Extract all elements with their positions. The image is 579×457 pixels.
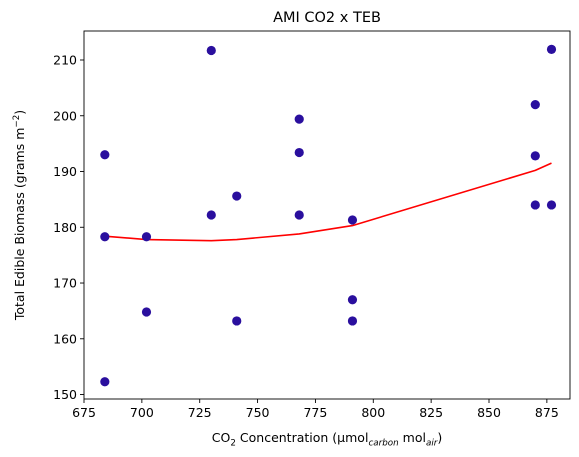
x-tick-label-825: 825 [419, 405, 443, 420]
axis-title-part-7: ) [437, 430, 442, 445]
axis-title-part-3: Concentration (µmol [236, 430, 369, 445]
axis-title-part-1: CO [212, 430, 231, 445]
y-axis: 150 160 170 180 190 200 210 [53, 52, 84, 402]
x-tick-label-875: 875 [535, 405, 559, 420]
data-point-20 [546, 200, 557, 210]
x-axis-title: CO2 Concentration (µmolcarbon molair) [212, 430, 442, 449]
x-tick-label-700: 700 [130, 405, 154, 420]
data-point-12 [294, 210, 304, 220]
data-point-14 [347, 295, 358, 305]
data-point-13 [347, 215, 358, 225]
y-tick-label-150: 150 [53, 387, 77, 402]
data-point-9 [232, 316, 242, 326]
axis-title-part-2: −2 [12, 115, 22, 128]
data-point-11 [294, 147, 304, 158]
y-axis-title: Total Edible Biomass (grams m−2) [12, 110, 27, 321]
trend-line [104, 162, 552, 242]
axis-title-part-4: carbon [368, 439, 398, 449]
y-tick-label-180: 180 [53, 220, 77, 235]
data-point-6 [206, 45, 216, 56]
axis-title-part-5: mol [399, 430, 426, 445]
data-point-8 [232, 191, 242, 201]
y-tick-label-190: 190 [53, 164, 77, 179]
data-point-7 [206, 210, 216, 220]
x-tick-label-750: 750 [246, 405, 270, 420]
y-tick-label-170: 170 [53, 276, 77, 291]
axis-title-part-3: ) [12, 110, 27, 115]
data-point-19 [546, 44, 557, 55]
x-tick-label-800: 800 [361, 405, 385, 420]
data-point-4 [141, 232, 152, 242]
data-point-3 [100, 377, 110, 387]
y-tick-label-200: 200 [53, 108, 77, 123]
data-point-5 [141, 307, 152, 317]
y-tick-label-210: 210 [53, 52, 77, 67]
data-point-15 [347, 316, 358, 326]
chart-title: AMI CO2 x TEB [273, 10, 381, 26]
axis-title-part-2: 2 [230, 439, 236, 449]
data-point-16 [530, 100, 540, 110]
x-axis: 675 700 725 750 775 800 825 850 875 [72, 399, 559, 420]
data-point-17 [530, 151, 540, 161]
x-tick-label-675: 675 [72, 405, 96, 420]
plot-area [83, 30, 571, 400]
axes-frame [83, 30, 571, 400]
data-point-18 [530, 200, 540, 210]
data-point-1 [100, 150, 110, 160]
y-tick-label-160: 160 [53, 331, 77, 346]
x-tick-label-775: 775 [303, 405, 327, 420]
x-tick-label-850: 850 [477, 405, 501, 420]
axis-title-part-1: Total Edible Biomass (grams m [12, 128, 27, 322]
data-point-2 [100, 232, 110, 242]
data-point-10 [294, 114, 304, 124]
x-tick-label-725: 725 [188, 405, 212, 420]
axis-title-part-6: air [426, 439, 439, 449]
